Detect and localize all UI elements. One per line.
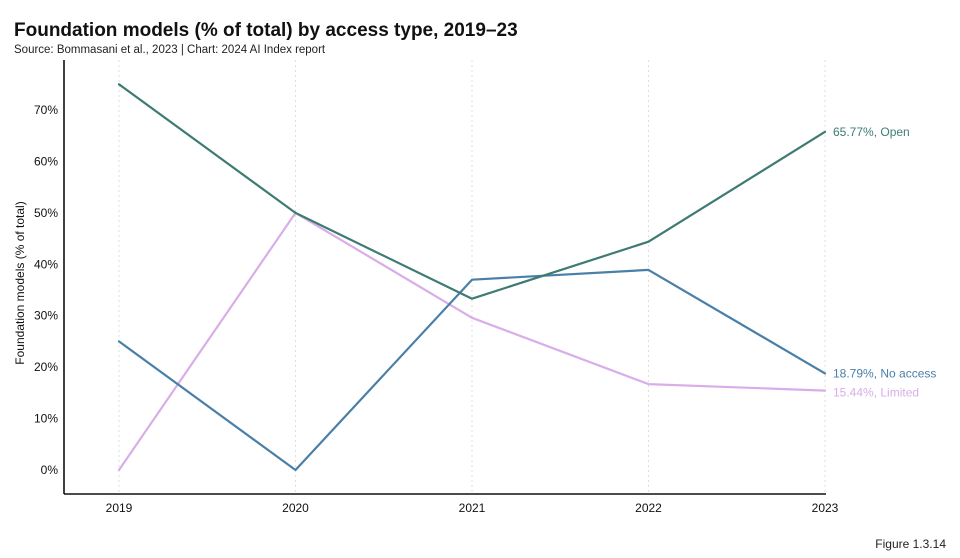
figure-label: Figure 1.3.14	[875, 537, 946, 551]
y-tick-label: 30%	[34, 309, 58, 323]
chart-title: Foundation models (% of total) by access…	[14, 20, 518, 41]
grid-lines	[118, 60, 826, 494]
y-tick-label: 20%	[34, 360, 58, 374]
y-tick-label: 40%	[34, 257, 58, 271]
x-tick-label: 2021	[459, 501, 486, 515]
x-tick-label: 2023	[812, 501, 839, 515]
y-tick-label: 50%	[34, 206, 58, 220]
x-tick-label: 2019	[106, 501, 133, 515]
x-tick-label: 2022	[635, 501, 662, 515]
series-line-no-access	[117, 268, 827, 472]
end-label-limited: 15.44%, Limited	[833, 386, 919, 400]
y-tick-label: 60%	[34, 154, 58, 168]
end-label-no-access: 18.79%, No access	[833, 366, 936, 380]
series-lines	[117, 83, 827, 472]
y-tick-label: 0%	[41, 463, 59, 477]
y-tick-label: 70%	[34, 103, 58, 117]
series-line-limited	[117, 211, 827, 472]
series-line-open	[117, 83, 827, 300]
y-tick-label: 10%	[34, 412, 58, 426]
end-labels: 65.77%, Open 18.79%, No access 15.44%, Lim…	[833, 125, 936, 400]
x-tick-labels: 2019 2020 2021 2022 2023	[106, 501, 839, 515]
x-tick-label: 2020	[282, 501, 309, 515]
chart-source: Source: Bommasani et al., 2023 | Chart: …	[14, 44, 326, 56]
y-tick-labels: 0% 10% 20% 30% 40% 50% 60% 70%	[34, 103, 58, 477]
axes	[63, 60, 826, 495]
y-axis-title: Foundation models (% of total)	[13, 201, 27, 364]
end-label-open: 65.77%, Open	[833, 125, 910, 139]
